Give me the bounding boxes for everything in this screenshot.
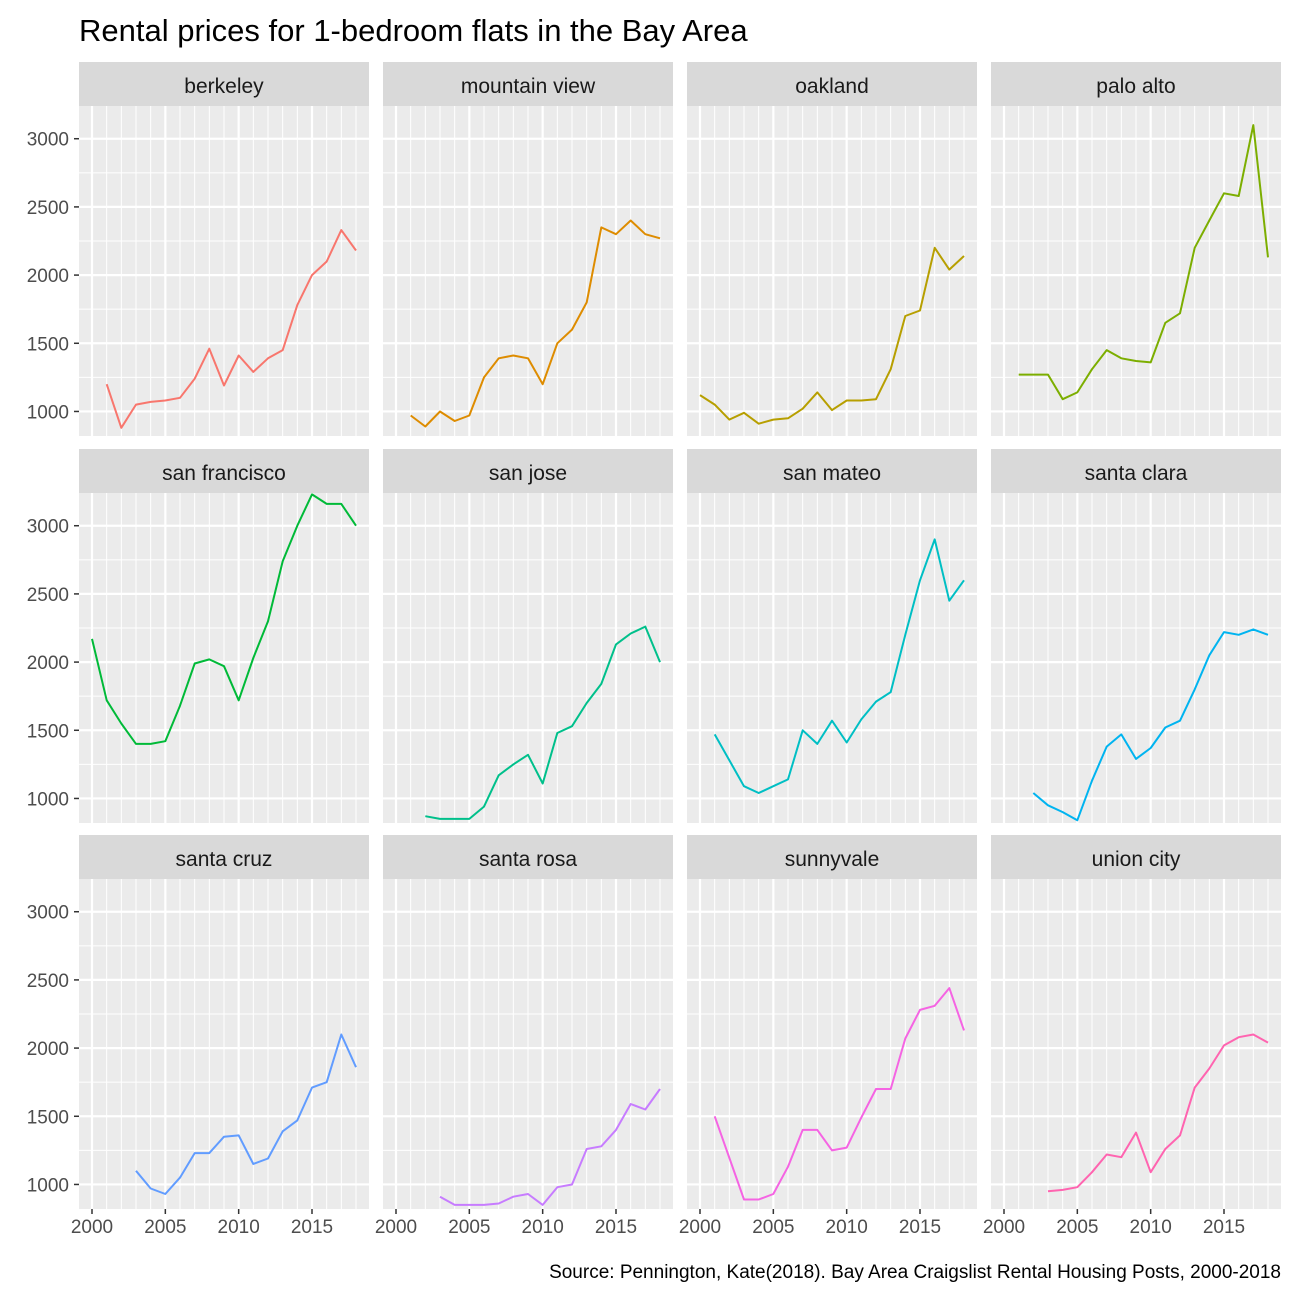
facet-san-francisco: san francisco — [79, 449, 369, 823]
facet-sunnyvale: sunnyvale — [687, 835, 977, 1209]
series-line-san-francisco — [91, 493, 357, 745]
x-tick-label: 2005 — [1056, 1217, 1098, 1238]
x-tick-label: 2010 — [522, 1217, 564, 1238]
series-line-berkeley — [105, 229, 357, 429]
y-axis: 1000 1500 2000 2500 3000 1000 1500 2000 2500 3000… — [27, 130, 79, 1196]
facet-strip — [991, 835, 1281, 879]
facet-san-jose: san jose — [383, 449, 673, 823]
y-tick-label: 2000 — [27, 1039, 69, 1060]
facet-strip-label: santa rosa — [479, 848, 577, 871]
x-tick-label: 2015 — [595, 1217, 637, 1238]
facet-strip-label: union city — [1092, 848, 1181, 871]
series-line-santa-cruz — [135, 1033, 357, 1195]
y-tick-label: 1500 — [27, 1107, 69, 1128]
facet-strip-label: san jose — [489, 462, 567, 485]
y-tick-label: 1000 — [27, 789, 69, 810]
facet-santa-clara: santa clara — [991, 449, 1281, 823]
series-line-palo-alto — [1018, 124, 1269, 401]
y-tick-label: 2000 — [27, 653, 69, 674]
facet-strip-label: mountain view — [461, 75, 596, 98]
y-tick-label: 3000 — [27, 517, 69, 538]
chart-caption: Source: Pennington, Kate(2018). Bay Area… — [549, 1262, 1281, 1283]
facet-palo-alto: palo alto — [991, 62, 1281, 436]
y-tick-label: 3000 — [27, 903, 69, 924]
facet-panels: berkeley mountain view oakland palo alto san… — [79, 62, 1281, 1209]
facet-strip — [79, 62, 369, 106]
x-tick-label: 2000 — [375, 1217, 417, 1238]
x-tick-label: 2010 — [1130, 1217, 1172, 1238]
series-line-san-mateo — [713, 538, 965, 794]
facet-strip — [383, 62, 673, 106]
x-tick-label: 2005 — [144, 1217, 186, 1238]
facet-oakland: oakland — [687, 62, 977, 436]
series-line-santa-rosa — [439, 1088, 661, 1206]
y-tick-label: 2000 — [27, 266, 69, 287]
facet-mountain-view: mountain view — [383, 62, 673, 436]
facet-strip — [687, 62, 977, 106]
facet-strip-label: santa cruz — [176, 848, 273, 871]
facet-strip — [79, 449, 369, 493]
x-axis: 2000 2005 2010 2015 2000 2005 2010 2015 2000 2005… — [71, 1209, 1245, 1238]
facet-strip-label: sunnyvale — [785, 848, 880, 871]
facet-santa-rosa: santa rosa — [383, 835, 673, 1209]
x-tick-label: 2015 — [1203, 1217, 1245, 1238]
series-line-sunnyvale — [713, 987, 965, 1201]
x-tick-label: 2015 — [899, 1217, 941, 1238]
facet-strip-label: oakland — [795, 75, 869, 98]
facet-strip-label: berkeley — [184, 75, 264, 98]
facet-berkeley: berkeley — [79, 62, 369, 436]
facet-strip — [79, 835, 369, 879]
x-tick-label: 2005 — [448, 1217, 490, 1238]
facet-strip-label: santa clara — [1085, 462, 1188, 485]
chart-title: Rental prices for 1-bedroom flats in the… — [79, 13, 748, 48]
y-tick-label: 1000 — [27, 1175, 69, 1196]
facet-santa-cruz: santa cruz — [79, 835, 369, 1209]
x-tick-label: 2000 — [983, 1217, 1025, 1238]
x-tick-label: 2005 — [752, 1217, 794, 1238]
x-tick-label: 2010 — [218, 1217, 260, 1238]
series-line-mountain-view — [410, 219, 661, 428]
series-line-santa-clara — [1032, 628, 1269, 822]
x-tick-label: 2010 — [826, 1217, 868, 1238]
facet-strip-label: san francisco — [162, 462, 286, 485]
facet-strip — [383, 449, 673, 493]
x-tick-label: 2015 — [291, 1217, 333, 1238]
y-tick-label: 2500 — [27, 198, 69, 219]
y-tick-label: 1500 — [27, 721, 69, 742]
series-line-union-city — [1047, 1033, 1269, 1193]
y-tick-label: 1500 — [27, 334, 69, 355]
facet-strip-label: palo alto — [1096, 75, 1175, 98]
facet-strip — [687, 835, 977, 879]
x-tick-label: 2000 — [679, 1217, 721, 1238]
facet-strip — [383, 835, 673, 879]
series-line-oakland — [699, 246, 965, 425]
y-tick-label: 2500 — [27, 585, 69, 606]
x-tick-label: 2000 — [71, 1217, 113, 1238]
y-tick-label: 3000 — [27, 130, 69, 151]
facet-strip — [687, 449, 977, 493]
facet-strip — [991, 449, 1281, 493]
facet-strip — [991, 62, 1281, 106]
facet-san-mateo: san mateo — [687, 449, 977, 823]
facet-strip-label: san mateo — [783, 462, 881, 485]
series-line-san-jose — [425, 625, 661, 820]
facet-union-city: union city — [991, 835, 1281, 1209]
y-tick-label: 2500 — [27, 971, 69, 992]
y-tick-label: 1000 — [27, 402, 69, 423]
